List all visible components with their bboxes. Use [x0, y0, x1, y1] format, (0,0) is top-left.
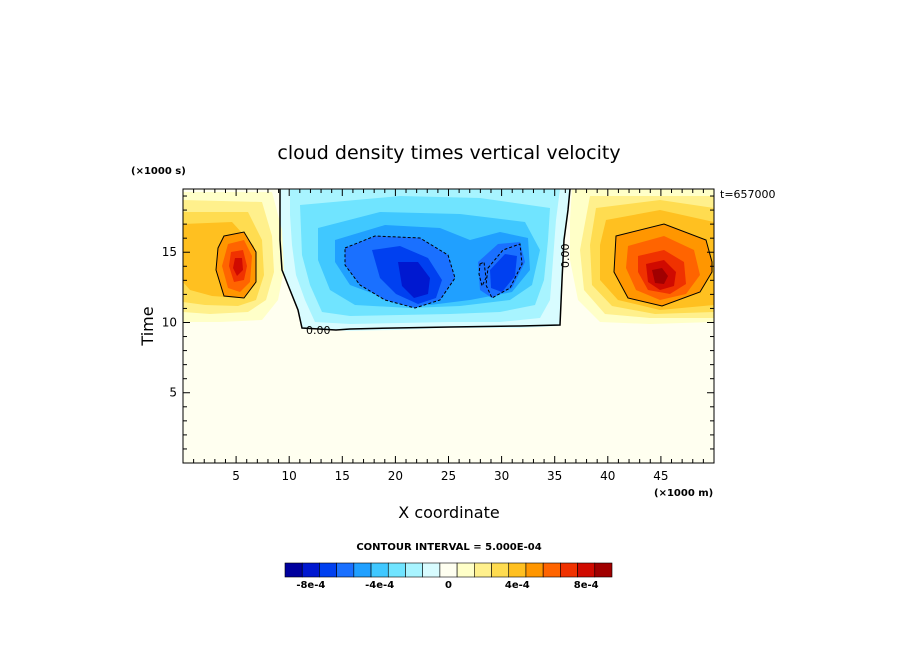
x-unit-label: (×1000 m): [654, 488, 713, 499]
colorbar-tick-label: -8e-4: [296, 580, 325, 591]
positive-contour-left: [215, 231, 257, 299]
colorbar-swatch: [387, 562, 406, 578]
colorbar-tick-label: -4e-4: [365, 580, 394, 591]
colorbar-swatch: [422, 562, 441, 578]
x-tick-label: 10: [282, 469, 297, 483]
colorbar-swatch: [456, 562, 475, 578]
y-axis-label: Time: [138, 306, 157, 346]
colorbar-tick-label: 4e-4: [505, 580, 530, 591]
colorbar: [284, 562, 613, 578]
colorbar-swatch: [560, 562, 578, 578]
colorbar-tick-label: 0: [445, 580, 452, 591]
positive-region-right: [570, 189, 714, 324]
x-tick-label: 25: [441, 469, 456, 483]
colorbar-swatch: [491, 562, 510, 578]
dashed-contour-neg-left: [344, 235, 456, 309]
x-tick-label: 40: [600, 469, 615, 483]
time-stamp: t=657000: [720, 188, 776, 201]
dashed-contour-neg-right: [485, 243, 523, 299]
colorbar-swatch: [508, 562, 527, 578]
contour-label-bottom: 0.00: [306, 324, 331, 337]
colorbar-swatch: [542, 562, 561, 578]
x-tick-labels: 5 10 15 20 25 30 35 40 45: [232, 469, 668, 483]
contour-fill-neg-8: [398, 262, 430, 298]
contour-fill-pos-r9: [652, 268, 668, 284]
contour-fill-pos-l8: [233, 258, 243, 276]
colorbar-swatch: [405, 562, 423, 578]
y-tick-label: 15: [162, 245, 177, 259]
positive-region-left: [183, 192, 284, 322]
colorbar-labels: -8e-4 -4e-4 0 4e-4 8e-4: [296, 580, 598, 591]
colorbar-swatch: [474, 562, 492, 578]
colorbar-swatch: [370, 562, 389, 578]
plot-area: [183, 189, 714, 463]
x-tick-label: 5: [232, 469, 240, 483]
colorbar-swatch: [336, 562, 355, 578]
chart-title: cloud density times vertical velocity: [277, 142, 620, 164]
dashed-contour-neg-small: [478, 261, 487, 288]
colorbar-swatch: [577, 562, 596, 578]
x-tick-label: 20: [388, 469, 403, 483]
colorbar-tick-label: 8e-4: [574, 580, 599, 591]
x-axis-ticks: [182, 189, 715, 463]
contour-interval-text: CONTOUR INTERVAL = 5.000E-04: [356, 542, 541, 553]
y-tick-label: 5: [169, 386, 177, 400]
negative-region: [280, 189, 570, 331]
x-tick-label: 15: [335, 469, 350, 483]
colorbar-swatch: [319, 562, 337, 578]
y-tick-labels: 5 10 15: [162, 245, 177, 400]
x-tick-label: 45: [653, 469, 668, 483]
y-tick-label: 10: [162, 315, 177, 329]
colorbar-swatch: [301, 562, 320, 578]
colorbar-swatch: [594, 562, 613, 578]
colorbar-swatch: [284, 562, 303, 578]
zero-contour-line: [279, 189, 571, 331]
colorbar-swatch: [353, 562, 372, 578]
x-tick-label: 30: [494, 469, 509, 483]
y-unit-label: (×1000 s): [131, 166, 186, 177]
y-axis-ticks: [183, 195, 714, 464]
colorbar-swatch: [525, 562, 544, 578]
positive-contour-right: [613, 223, 713, 307]
contour-label-right: 0.00: [559, 244, 572, 269]
colorbar-swatch: [439, 562, 458, 578]
x-axis-label: X coordinate: [398, 503, 499, 522]
contour-fill-neg-7b: [490, 254, 517, 292]
x-tick-label: 35: [547, 469, 562, 483]
